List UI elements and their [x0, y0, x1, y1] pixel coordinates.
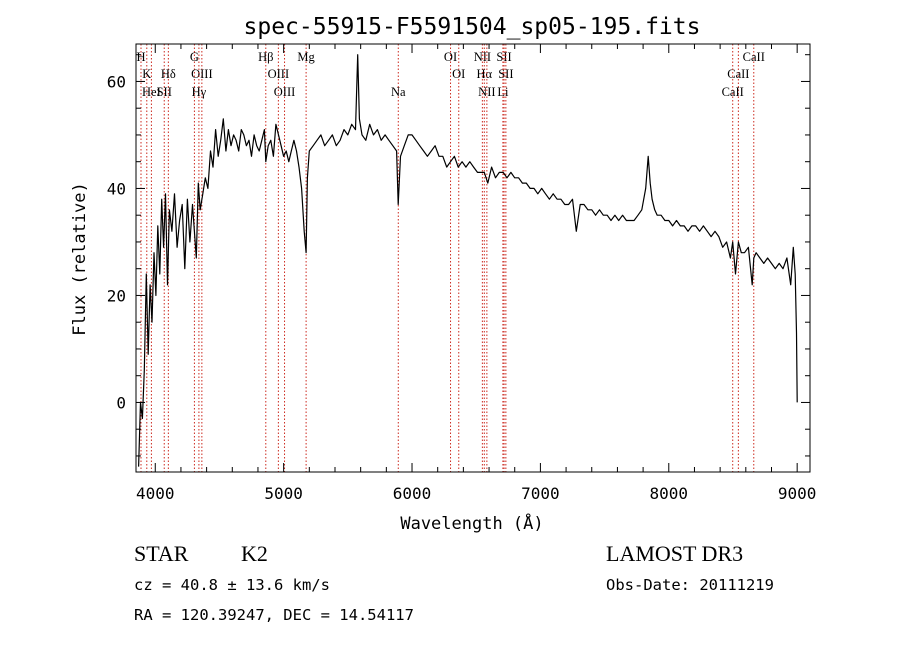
object-subclass: K2	[241, 541, 268, 566]
series-line	[138, 54, 798, 467]
x-tick-label: 7000	[521, 484, 560, 503]
line-marker-label: CaII	[722, 85, 744, 99]
redshift-velocity: cz = 40.8 ± 13.6 km/s	[134, 576, 330, 594]
spectral-line-markers: HKHeISIIHδGOIIIHγHβOIIIOIIIMgNaOIOINIIHα…	[136, 44, 765, 472]
line-marker-label: Hγ	[192, 85, 207, 99]
line-marker-label: SII	[496, 50, 511, 64]
line-marker-label: Hδ	[161, 67, 176, 81]
observation-date: Obs-Date: 20111219	[606, 576, 774, 594]
line-marker-label: OIII	[191, 67, 213, 81]
line-marker-label: Hα	[477, 67, 493, 81]
y-tick-label: 60	[107, 72, 126, 91]
chart-title: spec-55915-F5591504_sp05-195.fits	[244, 14, 701, 40]
line-marker-label: Mg	[297, 50, 315, 64]
line-marker-label: OIII	[274, 85, 296, 99]
line-marker-label: CaII	[727, 67, 749, 81]
plot-frame	[135, 43, 811, 473]
line-marker-label: K	[142, 67, 151, 81]
line-marker-label: SII	[157, 85, 172, 99]
line-marker-label: Li	[497, 85, 509, 99]
y-tick-label: 20	[107, 286, 126, 305]
y-tick-label: 40	[107, 179, 126, 198]
x-tick-label: 8000	[650, 484, 689, 503]
line-marker-label: CaII	[743, 50, 765, 64]
line-marker-label: NII	[478, 85, 495, 99]
x-tick-label: 4000	[136, 484, 175, 503]
sky-coordinates: RA = 120.39247, DEC = 14.54117	[134, 606, 414, 624]
line-marker-label: OI	[444, 50, 457, 64]
y-axis-label: Flux (relative)	[70, 182, 90, 336]
axes: 4000 5000 6000 7000 8000 9000 0 20 40 60	[107, 43, 817, 503]
line-marker-label: SII	[498, 67, 513, 81]
x-tick-label: 9000	[778, 484, 817, 503]
line-marker-label: NII	[474, 50, 491, 64]
series-layer	[138, 54, 798, 467]
line-marker-label: Na	[391, 85, 406, 99]
x-tick-label: 5000	[264, 484, 303, 503]
x-tick-label: 6000	[393, 484, 432, 503]
x-axis-label: Wavelength (Å)	[400, 512, 543, 534]
line-marker-label: HeI	[142, 85, 161, 99]
line-marker-label: OIII	[268, 67, 290, 81]
line-marker-label: Hβ	[258, 50, 273, 64]
y-tick-label: 0	[116, 393, 126, 412]
line-marker-label: OI	[452, 67, 465, 81]
line-marker-label: H	[136, 50, 145, 64]
object-class: STAR	[134, 541, 189, 566]
line-marker-label: G	[190, 50, 199, 64]
survey-name: LAMOST DR3	[606, 541, 743, 566]
